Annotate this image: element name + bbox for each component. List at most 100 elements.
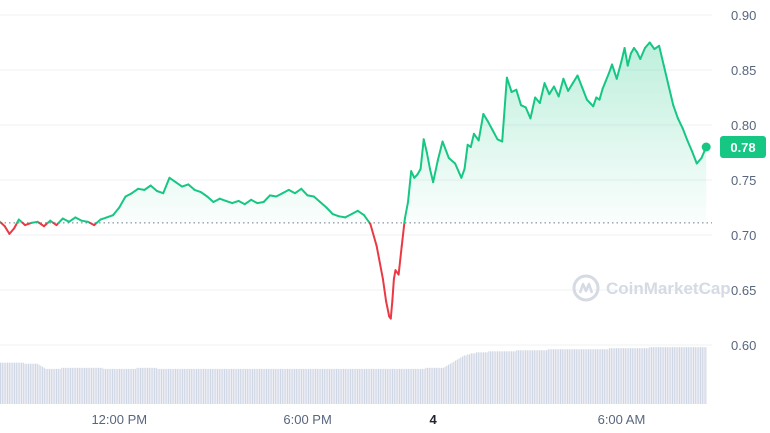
volume-bar (266, 368, 268, 404)
price-segment (567, 82, 574, 92)
price-segment (80, 219, 89, 223)
volume-bar (495, 351, 497, 404)
volume-bar (612, 348, 614, 404)
volume-bar (672, 347, 674, 404)
volume-bar (217, 368, 219, 404)
volume-bar (441, 367, 443, 404)
volume-bar (161, 368, 163, 404)
price-segment (199, 191, 209, 198)
volume-bar (127, 368, 129, 404)
volume-bar (677, 347, 679, 404)
price-segment (61, 217, 71, 223)
volume-bar (595, 349, 597, 404)
price-segment (350, 209, 359, 216)
price-segment (487, 120, 494, 132)
price-segment (344, 213, 353, 219)
price-segment (275, 192, 284, 198)
volume-bar (175, 368, 177, 404)
price-segment (224, 199, 234, 205)
price-segment (331, 213, 340, 218)
price-segment (181, 183, 190, 188)
price-segment (441, 140, 450, 159)
volume-bar (374, 368, 376, 404)
price-segment (501, 76, 508, 143)
volume-bar (463, 355, 465, 404)
volume-bar (365, 368, 367, 404)
price-segment (658, 44, 665, 67)
volume-bar (400, 368, 402, 404)
volume-bar (180, 368, 182, 404)
volume-bar (78, 367, 80, 404)
x-tick-label: 12:00 PM (91, 412, 147, 427)
volume-bar (425, 367, 427, 404)
volume-bar (313, 368, 315, 404)
volume-bar (15, 362, 17, 404)
volume-bar (549, 349, 551, 404)
volume-bar (211, 368, 213, 404)
volume-bar (479, 352, 481, 404)
volume-bar (248, 368, 250, 404)
volume-bar (49, 368, 51, 404)
volume-bar (91, 367, 93, 404)
volume-bar (598, 349, 600, 404)
volume-bar (343, 368, 345, 404)
volume-bar (385, 368, 387, 404)
price-segment (356, 209, 366, 217)
y-tick-label: 0.70 (731, 228, 756, 243)
watermark-text: CoinMarketCap (606, 279, 731, 298)
volume-bar (528, 350, 530, 404)
volume-bar (141, 367, 143, 404)
volume-bar (378, 368, 380, 404)
volume-bar (225, 368, 227, 404)
volume-bar (3, 362, 5, 404)
volume-bar (455, 360, 457, 404)
volume-bar (8, 362, 10, 404)
volume-bar (568, 349, 570, 404)
volume-bar (626, 348, 628, 404)
volume-bar (427, 367, 429, 404)
volume-bar (413, 368, 415, 404)
volume-bar (558, 349, 560, 404)
price-segment (548, 85, 555, 96)
volume-bar (670, 347, 672, 404)
price-segment (212, 197, 221, 203)
volume-bar (512, 351, 514, 404)
price-segment (3, 225, 11, 235)
volume-bar (103, 368, 105, 404)
volume-bar (148, 367, 150, 404)
y-tick-label: 0.75 (731, 173, 756, 188)
volume-bar (348, 368, 350, 404)
volume-bar (308, 368, 310, 404)
volume-bar (574, 349, 576, 404)
volume-bar (232, 368, 234, 404)
volume-bar (596, 349, 598, 404)
volume-bar (145, 367, 147, 404)
volume-bar (332, 368, 334, 404)
volume-bar (259, 368, 261, 404)
volume-bar (605, 349, 607, 404)
volume-bar (337, 368, 339, 404)
volume-bar (213, 368, 215, 404)
volume-bar (493, 351, 495, 404)
volume-bar (309, 368, 311, 404)
price-segment (436, 140, 444, 162)
volume-bar (304, 368, 306, 404)
volume-bar (686, 347, 688, 404)
volume-bar (288, 368, 290, 404)
current-price-dot (701, 142, 711, 152)
volume-bar (705, 347, 707, 404)
volume-bar (183, 368, 185, 404)
volume-bar (63, 367, 65, 404)
volume-bar (276, 368, 278, 404)
volume-bar (453, 361, 455, 404)
volume-bar (140, 367, 142, 404)
price-segment (524, 106, 532, 120)
volume-bar (435, 367, 437, 404)
price-segment (615, 60, 623, 80)
volume-bar (665, 347, 667, 404)
volume-bar (617, 348, 619, 404)
y-tick-label: 0.80 (731, 118, 756, 133)
volume-bar (458, 358, 460, 404)
volume-bar (157, 368, 159, 404)
